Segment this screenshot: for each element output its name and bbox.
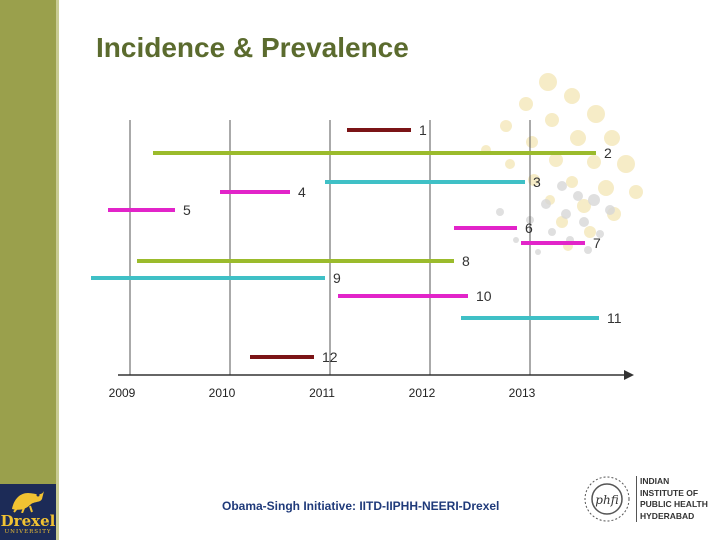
iiphh-name-line: HYDERABAD	[640, 510, 695, 521]
drexel-subtitle: UNIVERSITY	[4, 529, 52, 535]
timeline-bar-label-11: 11	[607, 310, 622, 326]
sidebar-stripe	[56, 0, 59, 540]
iiphh-name-line: PUBLIC HEALTH	[640, 499, 708, 509]
timeline-bar-label-10: 10	[476, 288, 492, 304]
iiphh-name: INDIAN INSTITUTE OF PUBLIC HEALTH HYDERA…	[640, 476, 708, 522]
year-label-2011: 2011	[309, 386, 335, 400]
timeline-bar-label-1: 1	[419, 122, 427, 138]
timeline-bar-label-7: 7	[593, 235, 601, 251]
iiphh-logo: phfi INDIAN INSTITUTE OF PUBLIC HEALTH H…	[580, 472, 720, 526]
timeline-bar-label-4: 4	[298, 184, 306, 200]
drexel-wordmark: Drexel	[0, 512, 56, 530]
year-label-2013: 2013	[509, 386, 536, 400]
dragon-icon	[12, 491, 44, 513]
sidebar-band	[0, 0, 56, 540]
drexel-logo: Drexel UNIVERSITY	[0, 484, 56, 540]
iiphh-name-line: INDIAN	[640, 476, 670, 486]
timeline-bar-label-12: 12	[322, 349, 338, 365]
timeline-bar-label-9: 9	[333, 270, 341, 286]
iiphh-emblem-icon: phfi	[584, 476, 630, 522]
timeline-bars	[91, 128, 599, 359]
iiphh-name-line: INSTITUTE OF	[640, 487, 699, 498]
year-label-2012: 2012	[409, 386, 436, 400]
timeline-bar-label-2: 2	[604, 145, 612, 161]
timeline-bar-label-6: 6	[525, 220, 533, 236]
iiphh-divider	[636, 476, 637, 522]
footer-text: Obama-Singh Initiative: IITD-IIPHH-NEERI…	[222, 499, 500, 513]
x-axis-arrow	[624, 370, 634, 380]
page-title: Incidence & Prevalence	[96, 32, 409, 63]
year-labels: 2009 2010 2011 2012 2013	[109, 386, 536, 400]
timeline-bar-label-8: 8	[462, 253, 470, 269]
year-gridlines	[129, 120, 531, 375]
timeline-bar-label-3: 3	[533, 174, 541, 190]
year-label-2010: 2010	[209, 386, 236, 400]
timeline-bar-label-5: 5	[183, 202, 191, 218]
year-label-2009: 2009	[109, 386, 136, 400]
iiphh-emblem-text: phfi	[595, 493, 618, 507]
